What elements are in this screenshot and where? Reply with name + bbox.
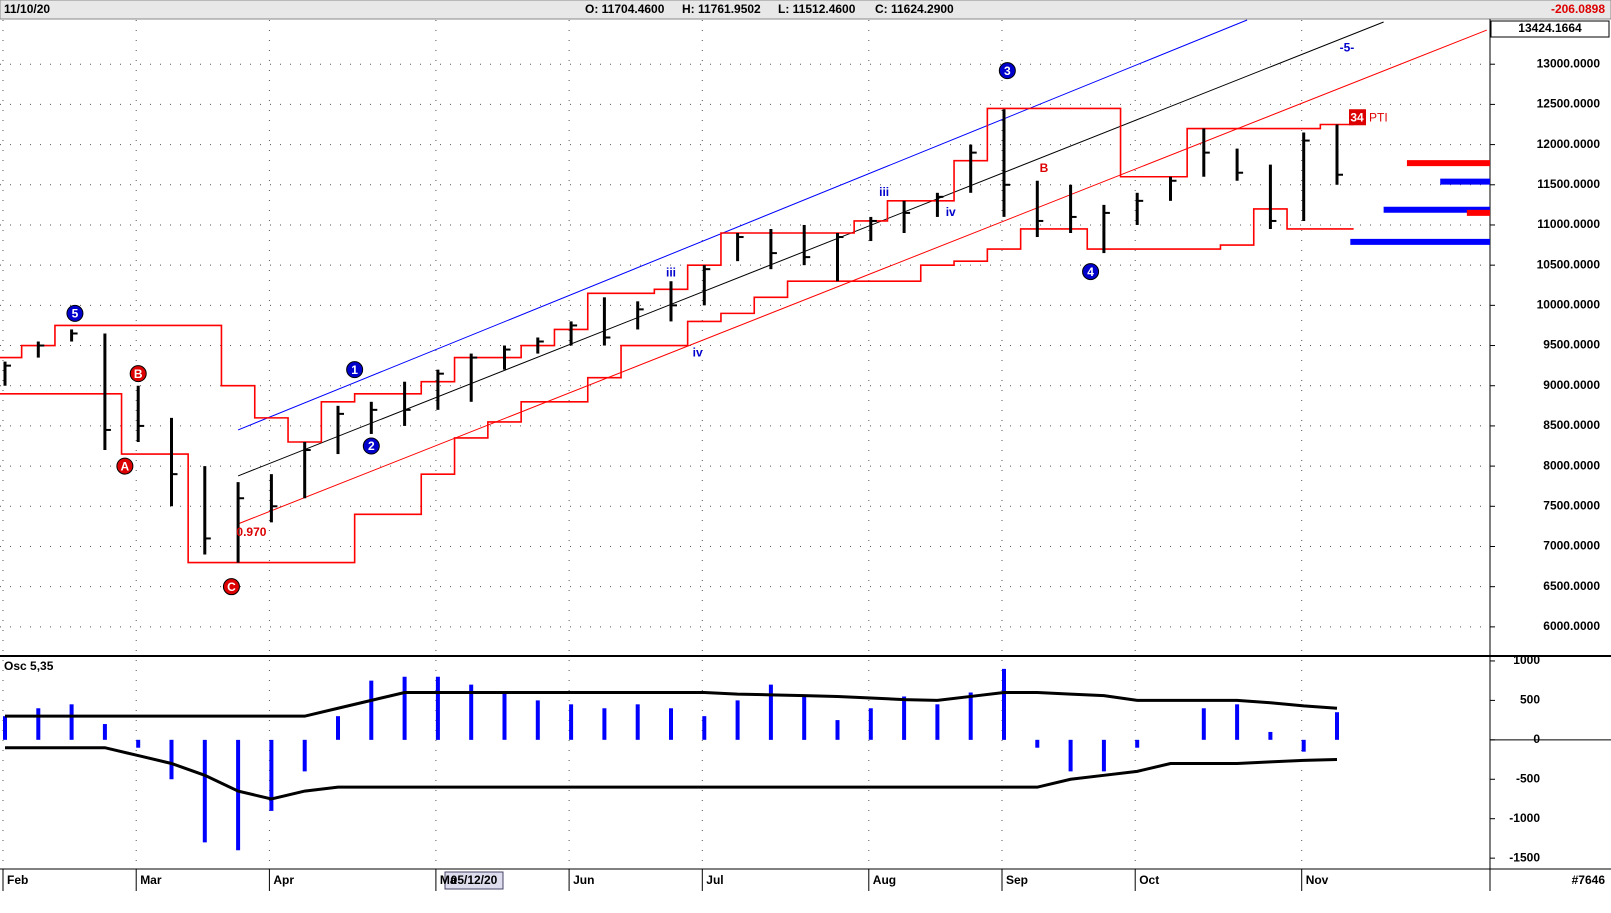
y-tick-label: 12500.0000 bbox=[1537, 97, 1601, 111]
annotation: B bbox=[1040, 161, 1049, 175]
wave-marker bbox=[346, 361, 364, 379]
y-tick-label: 12000.0000 bbox=[1537, 137, 1601, 151]
pti-box bbox=[1349, 109, 1366, 126]
pti-number: 34 bbox=[1350, 110, 1364, 124]
annotation: iv bbox=[946, 205, 956, 219]
band-upper bbox=[0, 107, 1354, 443]
header-open: O: 11704.4600 bbox=[585, 2, 665, 16]
annotation: iii bbox=[879, 185, 889, 199]
wave-label: 2 bbox=[368, 439, 375, 453]
osc-tick-label: -1000 bbox=[1509, 811, 1540, 825]
y-tick-label: 8500.0000 bbox=[1543, 418, 1600, 432]
pti-text: PTI bbox=[1369, 110, 1388, 124]
y-tick-label: 8000.0000 bbox=[1543, 458, 1600, 472]
footer-label: #7646 bbox=[1572, 873, 1606, 887]
band-lower bbox=[0, 208, 1354, 564]
x-tick-label: Sep bbox=[1006, 873, 1028, 887]
header-change: -206.0898 bbox=[1551, 2, 1605, 16]
osc-tick-label: 1000 bbox=[1513, 653, 1540, 667]
x-tick-label: Nov bbox=[1306, 873, 1329, 887]
x-tick-label: Aug bbox=[873, 873, 896, 887]
x-tick-label: Oct bbox=[1139, 873, 1159, 887]
top-label-box bbox=[1490, 20, 1610, 38]
y-tick-label: 9500.0000 bbox=[1543, 338, 1600, 352]
x-tick-label: Jul bbox=[706, 873, 723, 887]
wave-label: 3 bbox=[1004, 64, 1011, 78]
header-date: 11/10/20 bbox=[4, 2, 50, 16]
y-tick-label: 11500.0000 bbox=[1537, 177, 1600, 191]
x-tick-label: Ma bbox=[440, 873, 457, 887]
wave-marker bbox=[1082, 263, 1100, 281]
x-tick-label: Jun bbox=[573, 873, 594, 887]
y-tick-label: 9000.0000 bbox=[1543, 378, 1600, 392]
wave-marker bbox=[998, 62, 1016, 80]
osc-tick-label: -1500 bbox=[1509, 850, 1540, 864]
x-tick-label: Feb bbox=[7, 873, 28, 887]
header-bar bbox=[0, 0, 1611, 20]
y-tick-label: 7000.0000 bbox=[1543, 539, 1600, 553]
trendline bbox=[237, 29, 1488, 525]
wave-label: A bbox=[121, 459, 130, 473]
y-tick-label: 6000.0000 bbox=[1543, 619, 1600, 633]
wave-marker bbox=[129, 365, 147, 383]
annotation: 0.970 bbox=[236, 525, 266, 539]
y-tick-label: 13000.0000 bbox=[1537, 56, 1601, 70]
osc-lower bbox=[5, 746, 1338, 801]
y-tick-label: 10000.0000 bbox=[1537, 298, 1601, 312]
osc-tick-label: -500 bbox=[1516, 771, 1540, 785]
osc-tick-label: 500 bbox=[1520, 693, 1540, 707]
osc-tick-label: 0 bbox=[1533, 732, 1540, 746]
annotation: -5- bbox=[1340, 40, 1355, 54]
trendline bbox=[237, 21, 1384, 477]
wave-label: 4 bbox=[1087, 265, 1094, 279]
trendline bbox=[237, 19, 1248, 431]
wave-marker bbox=[66, 304, 84, 322]
wave-label: 5 bbox=[72, 307, 79, 321]
wave-marker bbox=[116, 457, 134, 475]
osc-upper bbox=[5, 690, 1338, 718]
y-tick-label: 10500.0000 bbox=[1537, 257, 1601, 271]
x-tick-label: Apr bbox=[273, 873, 294, 887]
x-tick-label: Mar bbox=[140, 873, 162, 887]
wave-marker bbox=[362, 437, 380, 455]
y-tick-label: 11000.0000 bbox=[1537, 217, 1600, 231]
y-tick-label: 7500.0000 bbox=[1543, 498, 1600, 512]
header-high: H: 11761.9502 bbox=[682, 2, 761, 16]
wave-label: B bbox=[134, 367, 143, 381]
annotation: iv bbox=[693, 346, 703, 360]
cursor-box bbox=[444, 871, 504, 890]
osc-label: Osc 5,35 bbox=[4, 659, 54, 673]
cursor-label: 05/12/20 bbox=[451, 873, 498, 887]
y-tick-label: 6500.0000 bbox=[1543, 579, 1600, 593]
header-low: L: 11512.4600 bbox=[778, 2, 856, 16]
header-close: C: 11624.2900 bbox=[875, 2, 954, 16]
wave-label: 1 bbox=[351, 363, 358, 377]
annotation: iii bbox=[666, 265, 676, 279]
top-label: 13424.1664 bbox=[1518, 21, 1582, 35]
wave-marker bbox=[222, 578, 240, 596]
wave-label: C bbox=[227, 580, 236, 594]
